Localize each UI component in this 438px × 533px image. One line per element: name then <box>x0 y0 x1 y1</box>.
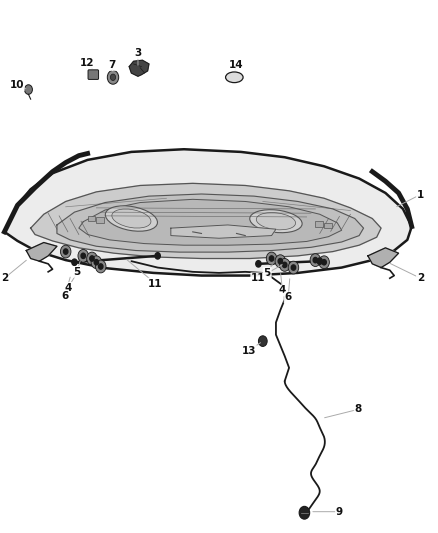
Circle shape <box>155 253 160 259</box>
Circle shape <box>278 259 283 264</box>
Bar <box>315 221 323 227</box>
Circle shape <box>283 262 287 268</box>
Bar <box>88 216 95 221</box>
Text: 4: 4 <box>64 283 71 293</box>
Ellipse shape <box>226 72 243 83</box>
Text: 5: 5 <box>73 267 80 277</box>
Ellipse shape <box>250 209 302 233</box>
Circle shape <box>95 260 106 273</box>
Circle shape <box>64 249 68 254</box>
Circle shape <box>313 257 318 263</box>
Circle shape <box>279 259 290 271</box>
Polygon shape <box>57 194 364 252</box>
Circle shape <box>110 74 116 80</box>
Text: 6: 6 <box>61 291 68 301</box>
Circle shape <box>87 252 97 265</box>
Text: 4: 4 <box>279 286 286 295</box>
Text: 2: 2 <box>1 273 8 283</box>
Text: 3: 3 <box>134 49 141 58</box>
Polygon shape <box>368 248 399 268</box>
Circle shape <box>299 506 310 519</box>
Text: 9: 9 <box>336 507 343 516</box>
Circle shape <box>99 264 103 269</box>
Circle shape <box>72 259 77 265</box>
Text: 14: 14 <box>229 60 244 70</box>
Circle shape <box>310 254 321 266</box>
Text: 12: 12 <box>79 58 94 68</box>
Bar <box>324 223 332 228</box>
Polygon shape <box>26 243 57 261</box>
Text: 8: 8 <box>355 405 362 414</box>
Circle shape <box>94 260 99 265</box>
Ellipse shape <box>256 213 296 230</box>
Circle shape <box>91 256 102 269</box>
Text: 2: 2 <box>417 273 424 283</box>
Text: 7: 7 <box>108 60 115 70</box>
Text: 13: 13 <box>241 346 256 356</box>
Text: 11: 11 <box>148 279 163 288</box>
Circle shape <box>90 256 94 261</box>
Circle shape <box>107 70 119 84</box>
Ellipse shape <box>112 209 151 228</box>
Bar <box>96 217 104 223</box>
Circle shape <box>25 85 32 94</box>
Circle shape <box>60 245 71 258</box>
Polygon shape <box>171 225 276 238</box>
Circle shape <box>319 256 329 269</box>
Circle shape <box>266 252 277 265</box>
Circle shape <box>275 255 286 268</box>
Text: 1: 1 <box>417 190 424 199</box>
Circle shape <box>269 256 274 261</box>
Text: 11: 11 <box>251 273 266 283</box>
Polygon shape <box>4 149 412 276</box>
Polygon shape <box>129 60 149 76</box>
Polygon shape <box>79 199 342 245</box>
Circle shape <box>291 265 296 270</box>
Circle shape <box>256 261 261 267</box>
Circle shape <box>81 253 85 259</box>
Text: 10: 10 <box>9 80 24 90</box>
FancyBboxPatch shape <box>88 70 99 79</box>
Text: 5: 5 <box>264 268 271 278</box>
Circle shape <box>322 260 326 265</box>
Circle shape <box>288 261 299 274</box>
Polygon shape <box>31 183 381 259</box>
Circle shape <box>258 336 267 346</box>
Circle shape <box>317 258 322 264</box>
Text: 6: 6 <box>285 293 292 302</box>
Circle shape <box>78 249 88 262</box>
Ellipse shape <box>106 206 157 231</box>
